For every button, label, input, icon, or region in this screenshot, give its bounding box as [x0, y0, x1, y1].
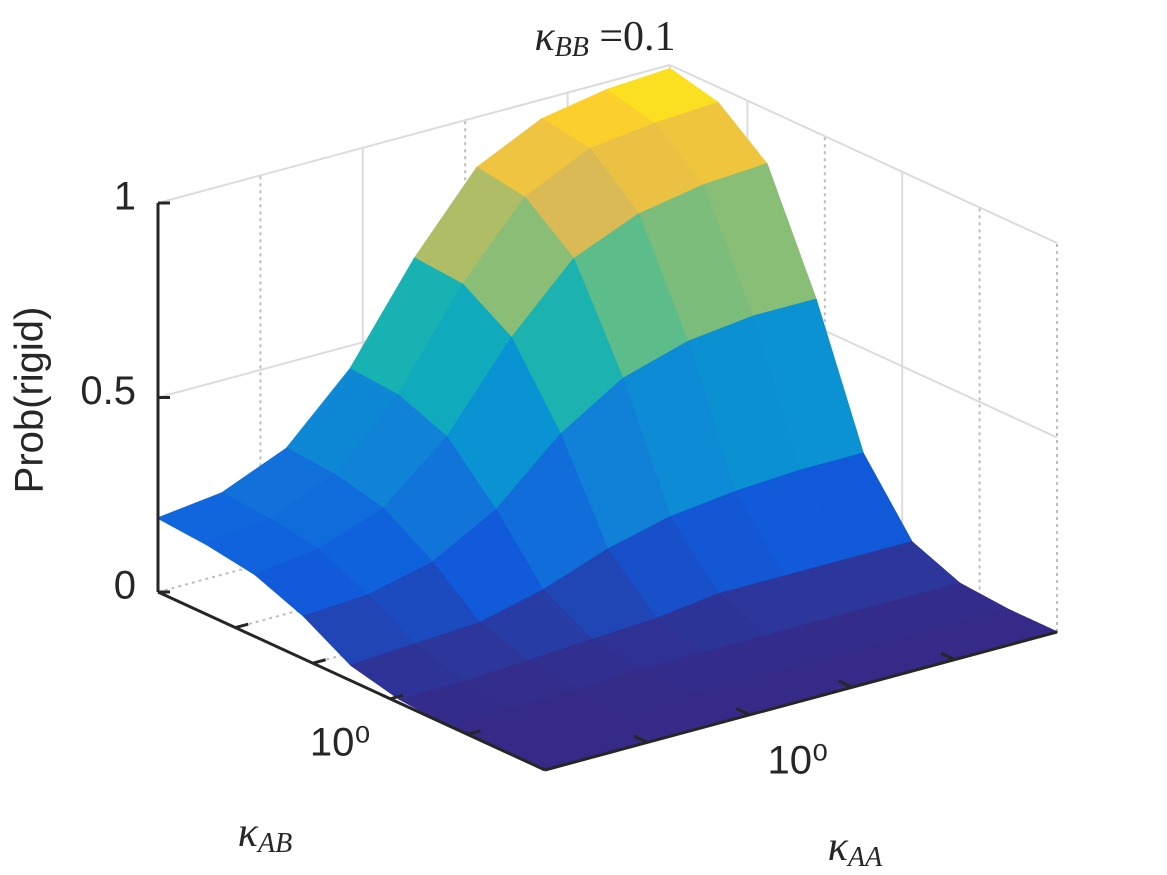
z-tick-label: 0	[114, 564, 136, 608]
y-label-symbol: κ	[238, 810, 259, 856]
z-axis-label: Prob(rigid)	[8, 307, 52, 494]
title-subscript: BB	[555, 32, 589, 63]
x-tick	[735, 707, 751, 717]
x-tick-label: 10⁰	[768, 738, 829, 782]
x-label-symbol: κ	[828, 824, 849, 870]
x-axis	[544, 630, 1058, 772]
y-tick-label: 10⁰	[310, 720, 371, 764]
y-tick	[467, 729, 481, 736]
x-axis-label: κAA	[828, 824, 883, 874]
title-symbol: κ	[534, 14, 555, 60]
chart-title: κBB =0.1	[534, 14, 675, 64]
title-value: =0.1	[589, 14, 676, 60]
y-tick	[389, 693, 404, 701]
x-tick	[633, 734, 649, 744]
x-tick	[940, 652, 956, 661]
grid-line	[157, 64, 671, 204]
y-axis	[157, 590, 546, 772]
y-tick	[235, 622, 249, 630]
y-label-subscript: AB	[256, 828, 292, 859]
z-tick-label: 0.5	[80, 369, 136, 413]
x-label-subscript: AA	[846, 842, 883, 873]
x-tick	[838, 679, 853, 689]
y-axis-label: κAB	[238, 810, 292, 860]
grid-line	[669, 64, 1058, 244]
z-tick-label: 1	[114, 175, 136, 219]
y-tick	[312, 658, 326, 665]
